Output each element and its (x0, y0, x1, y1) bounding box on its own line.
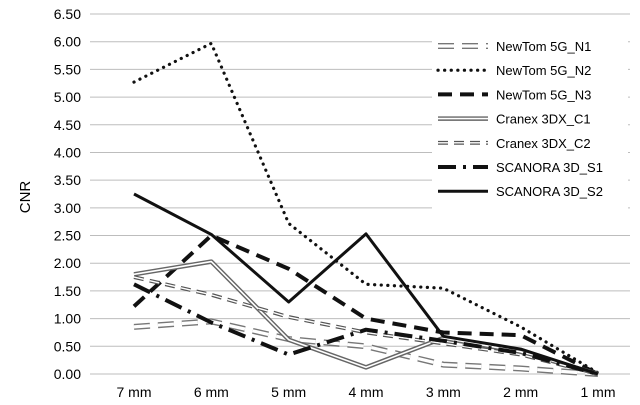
series-line (133, 282, 599, 376)
y-tick-label: 6.50 (54, 6, 81, 22)
y-tick-label: 4.50 (54, 117, 81, 133)
series-stroke (133, 192, 599, 376)
y-tick-label: 6.00 (54, 34, 81, 50)
y-tick-label: 3.00 (54, 200, 81, 216)
series-stroke (133, 275, 599, 376)
x-tick-label: 7 mm (117, 384, 152, 400)
series-lines (132, 41, 600, 377)
legend-label: NewTom 5G_N3 (496, 87, 591, 102)
series-stroke (133, 260, 599, 375)
x-tick-labels: 7 mm 6 mm 5 mm 4 mm 3 mm 2 mm 1 mm (117, 384, 616, 400)
legend-label: SCANORA 3D_S2 (496, 184, 603, 199)
y-tick-label: 2.00 (54, 255, 81, 271)
legend-item: SCANORA 3D_S1 (438, 160, 603, 175)
x-tick-label: 3 mm (426, 384, 461, 400)
y-tick-label: 5.50 (54, 61, 81, 77)
legend: NewTom 5G_N1 NewTom 5G_N2 NewTom 5G_N3 Cran… (432, 34, 628, 212)
x-tick-label: 5 mm (271, 384, 306, 400)
x-tick-label: 1 mm (581, 384, 616, 400)
series-line (133, 275, 599, 376)
legend-item: Cranex 3DX_C1 (438, 112, 591, 127)
x-tick-label: 4 mm (349, 384, 384, 400)
legend-item: SCANORA 3D_S2 (438, 184, 603, 199)
series-stroke (133, 282, 599, 376)
legend-item: Cranex 3DX_C2 (438, 136, 591, 151)
y-tick-label: 4.00 (54, 144, 81, 160)
y-tick-label: 5.00 (54, 89, 81, 105)
legend-label: NewTom 5G_N1 (496, 39, 591, 54)
series-line (133, 259, 599, 377)
legend-label: NewTom 5G_N2 (496, 63, 591, 78)
x-tick-label: 2 mm (503, 384, 538, 400)
y-tick-label: 3.50 (54, 172, 81, 188)
legend-item: NewTom 5G_N1 (438, 39, 591, 54)
legend-label: Cranex 3DX_C2 (496, 136, 591, 151)
legend-label: Cranex 3DX_C1 (496, 112, 591, 127)
y-tick-label: 1.00 (54, 311, 81, 327)
legend-background (432, 34, 628, 212)
y-tick-label: 0.00 (54, 366, 81, 382)
x-tick-label: 6 mm (194, 384, 229, 400)
series-stroke (132, 41, 600, 375)
legend-item: NewTom 5G_N3 (438, 87, 591, 102)
y-tick-labels: 0.00 0.50 1.00 1.50 2.00 2.50 3.00 3.50 4.00 4.50… (54, 6, 81, 382)
legend-item: NewTom 5G_N2 (436, 63, 591, 78)
series-line (133, 192, 599, 376)
y-tick-label: 1.50 (54, 283, 81, 299)
y-tick-label: 2.50 (54, 228, 81, 244)
legend-label: SCANORA 3D_S1 (496, 160, 603, 175)
y-axis-label: CNR (17, 181, 34, 214)
series-line (132, 41, 600, 375)
y-tick-label: 0.50 (54, 338, 81, 354)
